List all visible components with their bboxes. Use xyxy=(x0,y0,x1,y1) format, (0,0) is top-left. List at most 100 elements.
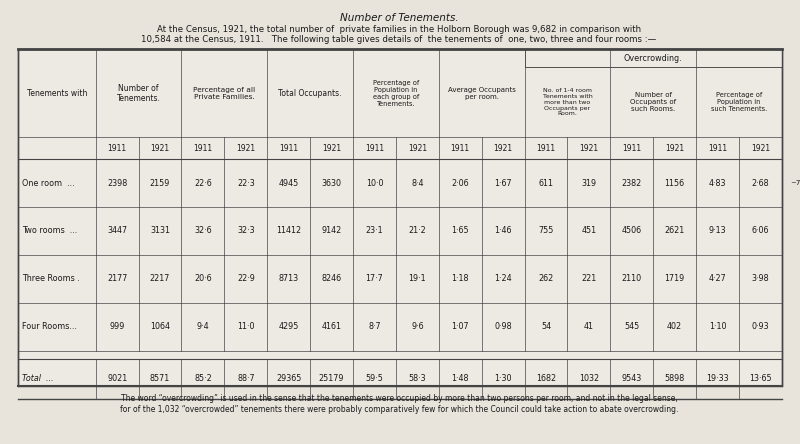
Text: 13·65: 13·65 xyxy=(749,374,772,383)
Text: 1911: 1911 xyxy=(108,144,126,153)
Text: 21·2: 21·2 xyxy=(409,226,426,235)
Text: 11412: 11412 xyxy=(276,226,302,235)
Text: 54: 54 xyxy=(541,322,551,331)
Text: Two rooms  ...: Two rooms ... xyxy=(22,226,77,235)
Text: 8·4: 8·4 xyxy=(411,178,423,188)
Text: 22·9: 22·9 xyxy=(237,274,254,283)
Text: 1·65: 1·65 xyxy=(451,226,469,235)
Text: 1·18: 1·18 xyxy=(451,274,469,283)
Text: 0·93: 0·93 xyxy=(751,322,770,331)
Text: Tenements with: Tenements with xyxy=(26,89,87,98)
Text: 11·0: 11·0 xyxy=(237,322,254,331)
Text: 0·98: 0·98 xyxy=(494,322,512,331)
Text: 1032: 1032 xyxy=(579,374,599,383)
Text: The word “overcrowding” is used in the sense that the tenements were occupied by: The word “overcrowding” is used in the s… xyxy=(121,393,678,403)
Text: 262: 262 xyxy=(538,274,554,283)
Text: Number of
Occupants of
such Rooms.: Number of Occupants of such Rooms. xyxy=(630,92,676,112)
Text: 2621: 2621 xyxy=(665,226,685,235)
Text: 221: 221 xyxy=(582,274,597,283)
Text: 4295: 4295 xyxy=(278,322,299,331)
Text: 1·46: 1·46 xyxy=(494,226,512,235)
Text: 9021: 9021 xyxy=(107,374,127,383)
Text: 1921: 1921 xyxy=(494,144,513,153)
Text: 1921: 1921 xyxy=(408,144,427,153)
Text: 9·4: 9·4 xyxy=(197,322,210,331)
Text: 22·3: 22·3 xyxy=(237,178,254,188)
Text: Number of
Tenements.: Number of Tenements. xyxy=(117,83,161,103)
Text: At the Census, 1921, the total number of  private families in the Holborn Boroug: At the Census, 1921, the total number of… xyxy=(157,24,641,34)
Text: 1064: 1064 xyxy=(150,322,170,331)
Text: 1682: 1682 xyxy=(536,374,556,383)
Text: 23·1: 23·1 xyxy=(366,226,383,235)
Text: One room  ...: One room ... xyxy=(22,178,74,188)
Text: 1·67: 1·67 xyxy=(494,178,512,188)
Text: Overcrowding.: Overcrowding. xyxy=(624,54,682,63)
Text: 10,584 at the Census, 1911.   The following table gives details of  the tenement: 10,584 at the Census, 1911. The followin… xyxy=(142,35,657,44)
Text: 88·7: 88·7 xyxy=(237,374,254,383)
Text: 319: 319 xyxy=(582,178,597,188)
Text: 6·06: 6·06 xyxy=(752,226,769,235)
Text: 29365: 29365 xyxy=(276,374,302,383)
Text: 8571: 8571 xyxy=(150,374,170,383)
Text: 4·27: 4·27 xyxy=(709,274,726,283)
Text: 32·6: 32·6 xyxy=(194,226,212,235)
Text: 2382: 2382 xyxy=(622,178,642,188)
Text: 999: 999 xyxy=(110,322,125,331)
Text: 2159: 2159 xyxy=(150,178,170,188)
Text: 3·98: 3·98 xyxy=(751,274,770,283)
Text: 5898: 5898 xyxy=(665,374,685,383)
Text: 1·10: 1·10 xyxy=(709,322,726,331)
Text: 402: 402 xyxy=(667,322,682,331)
Text: 2·06: 2·06 xyxy=(451,178,469,188)
Text: 2398: 2398 xyxy=(107,178,127,188)
Text: Average Occupants
per room.: Average Occupants per room. xyxy=(448,87,516,100)
Text: 59·5: 59·5 xyxy=(366,374,383,383)
Text: 2110: 2110 xyxy=(622,274,642,283)
Text: Three Rooms .: Three Rooms . xyxy=(22,274,80,283)
Text: 2·68: 2·68 xyxy=(751,178,770,188)
Text: 9·6: 9·6 xyxy=(411,322,424,331)
Text: 4506: 4506 xyxy=(622,226,642,235)
Text: 1911: 1911 xyxy=(365,144,384,153)
Text: 32·3: 32·3 xyxy=(237,226,254,235)
Text: 4945: 4945 xyxy=(278,178,299,188)
Text: 1911: 1911 xyxy=(194,144,213,153)
Text: 1·24: 1·24 xyxy=(494,274,512,283)
Text: 9142: 9142 xyxy=(322,226,342,235)
Text: 1911: 1911 xyxy=(622,144,642,153)
Text: 8·7: 8·7 xyxy=(368,322,381,331)
Text: 58·3: 58·3 xyxy=(409,374,426,383)
Text: 2217: 2217 xyxy=(150,274,170,283)
Text: 25179: 25179 xyxy=(319,374,344,383)
Text: Percentage of
Population in
each group of
Tenements.: Percentage of Population in each group o… xyxy=(373,80,419,107)
Text: 9543: 9543 xyxy=(622,374,642,383)
Text: 1921: 1921 xyxy=(236,144,255,153)
Text: 1921: 1921 xyxy=(751,144,770,153)
Text: Number of Tenements.: Number of Tenements. xyxy=(339,12,458,23)
Text: 4161: 4161 xyxy=(322,322,342,331)
Text: 1921: 1921 xyxy=(579,144,598,153)
Text: 1719: 1719 xyxy=(665,274,685,283)
Text: 4·83: 4·83 xyxy=(709,178,726,188)
Text: 9·13: 9·13 xyxy=(709,226,726,235)
Text: 1921: 1921 xyxy=(150,144,170,153)
Text: 1911: 1911 xyxy=(279,144,298,153)
Text: 2177: 2177 xyxy=(107,274,127,283)
Text: Percentage of
Population in
such Tenements.: Percentage of Population in such Tenemen… xyxy=(711,92,767,112)
Text: 1911: 1911 xyxy=(708,144,727,153)
Text: 19·1: 19·1 xyxy=(409,274,426,283)
Text: 1921: 1921 xyxy=(322,144,341,153)
Text: 1·07: 1·07 xyxy=(451,322,469,331)
Text: 20·6: 20·6 xyxy=(194,274,212,283)
Text: 85·2: 85·2 xyxy=(194,374,212,383)
Text: Percentage of all
Private Families.: Percentage of all Private Families. xyxy=(194,87,255,100)
Bar xyxy=(18,49,782,385)
Text: 8246: 8246 xyxy=(322,274,342,283)
Text: 611: 611 xyxy=(538,178,554,188)
Text: 19·33: 19·33 xyxy=(706,374,729,383)
Text: Total  ...: Total ... xyxy=(22,374,54,383)
Text: 1921: 1921 xyxy=(665,144,684,153)
Text: 1911: 1911 xyxy=(537,144,555,153)
Text: 3630: 3630 xyxy=(322,178,342,188)
Text: Total Occupants.: Total Occupants. xyxy=(278,89,342,98)
